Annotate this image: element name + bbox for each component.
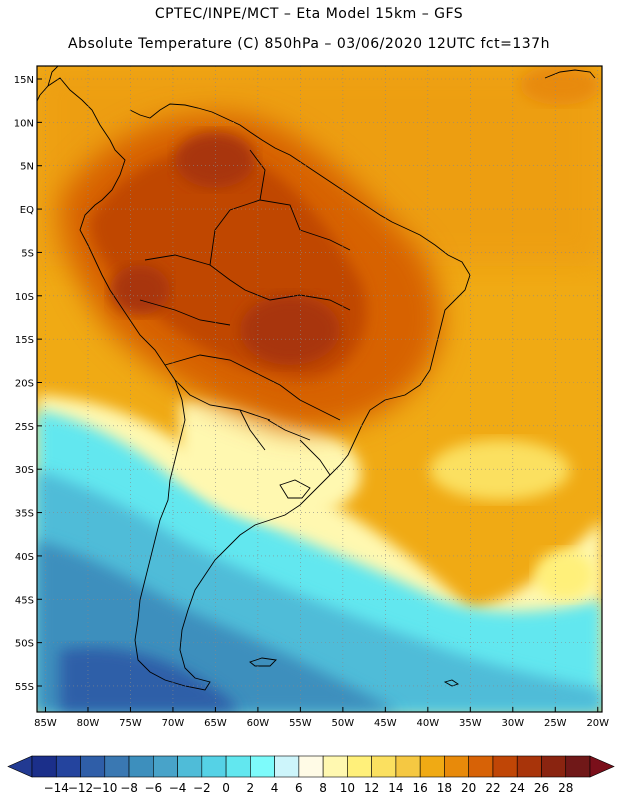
lat-tick-label: 5N [20,162,34,173]
colorbar-label: 22 [485,781,500,795]
colorbar-max-arrow [589,755,615,778]
lon-tick-label: 50W [332,718,355,729]
colorbar-label: 20 [461,781,476,795]
colorbar-swatch [419,755,445,778]
colorbar-swatch [565,755,591,778]
lon-tick-label: 85W [34,718,57,729]
lon-tick-label: 70W [162,718,185,729]
lat-tick-label: 30S [15,465,34,476]
colorbar-label: 24 [510,781,525,795]
colorbar-swatch [177,755,203,778]
lon-tick-label: 35W [459,718,482,729]
colorbar-swatch [250,755,275,778]
lat-tick-label: 55S [15,682,34,693]
colorbar-label: −2 [193,781,211,795]
colorbar-swatch [80,755,106,778]
colorbar-label: 26 [534,781,549,795]
temperature-field [37,66,602,712]
lat-tick-label: 20S [15,378,34,389]
colorbar-label: 6 [295,781,303,795]
lat-tick-label: 25S [15,422,34,433]
lon-tick-label: 40W [417,718,440,729]
colorbar-swatch [128,755,154,778]
colorbar-swatch [153,755,178,778]
lat-tick-label: 15N [14,75,34,86]
colorbar-label: 18 [437,781,452,795]
colorbar-swatch [516,755,542,778]
lat-tick-label: 10S [15,292,34,303]
colorbar-swatch [371,755,397,778]
colorbar-label: 16 [413,781,428,795]
colorbar-label: 14 [388,781,403,795]
lon-tick-label: 80W [77,718,100,729]
colorbar-swatch [347,755,372,778]
colorbar-label: −8 [120,781,138,795]
lat-tick-label: 40S [15,552,34,563]
colorbar-swatch [322,755,348,778]
lat-tick-label: 10N [14,118,34,129]
colorbar-swatch [55,755,81,778]
colorbar-label: 10 [340,781,355,795]
lat-tick-label: 50S [15,639,34,650]
lon-tick-label: 65W [204,718,227,729]
colorbar-label: 12 [364,781,379,795]
lon-tick-label: 55W [289,718,312,729]
lon-tick-label: 25W [544,718,567,729]
lon-tick-label: 60W [247,718,270,729]
colorbar-swatch [225,755,251,778]
colorbar-label: −14 [44,781,69,795]
colorbar-swatch [31,755,57,778]
colorbar-swatch [201,755,227,778]
colorbar-swatch [274,755,300,778]
map-title-line2: Absolute Temperature (C) 850hPa – 03/06/… [68,36,550,52]
lat-tick-label: EQ [20,205,34,216]
lat-tick-label: 5S [21,248,34,259]
colorbar-swatch [104,755,130,778]
lat-tick-label: 45S [15,595,34,606]
colorbar-label: −4 [169,781,187,795]
lat-tick-label: 35S [15,509,34,520]
colorbar-swatch [444,755,469,778]
colorbar-label: −12 [68,781,93,795]
axis-ticks: 15N 10N 5N EQ 5S 10S 15S 20S 25S 30S 35S 40S 45S 50S 5… [14,75,609,729]
colorbar: −14−12−10 −8 −6 −4 −2 0 2 4 6 8 10 12 14 16 18 20 22 24 26… [7,755,615,795]
lon-tick-label: 75W [119,718,142,729]
coastline-borders [37,66,596,691]
colorbar-label: 2 [247,781,255,795]
map-frame [36,65,603,713]
colorbar-label: 4 [271,781,279,795]
lat-tick-label: 15S [15,335,34,346]
lon-tick-label: 30W [501,718,524,729]
lon-tick-label: 20W [586,718,609,729]
colorbar-swatch [492,755,518,778]
colorbar-label: 28 [558,781,573,795]
colorbar-label: 8 [319,781,327,795]
map-title-line1: CPTEC/INPE/MCT – Eta Model 15km – GFS [154,6,464,22]
colorbar-swatch [468,755,494,778]
colorbar-swatch [395,755,421,778]
colorbar-min-arrow [7,755,33,778]
colorbar-label: 0 [222,781,230,795]
colorbar-swatch [541,755,567,778]
lon-tick-label: 45W [374,718,397,729]
colorbar-label: −6 [144,781,162,795]
colorbar-label: −10 [92,781,117,795]
colorbar-swatch [298,755,324,778]
